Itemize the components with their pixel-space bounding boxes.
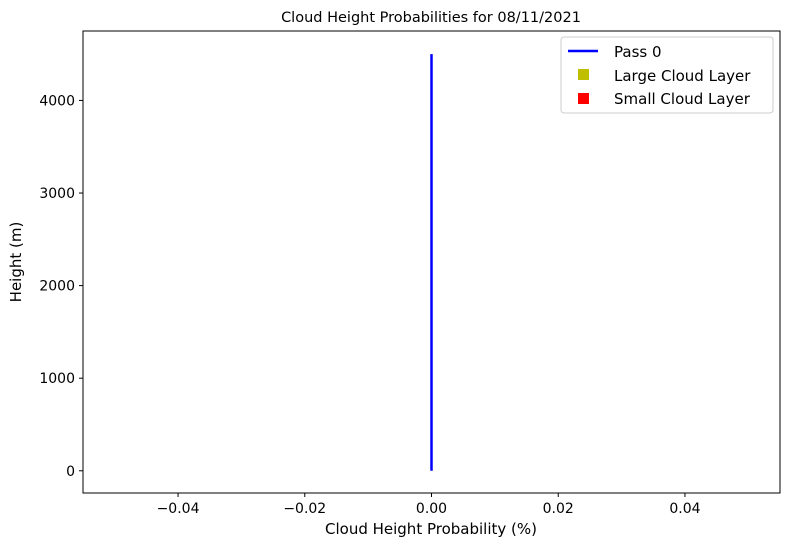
y-tick-label: 0	[66, 464, 75, 480]
chart-title: Cloud Height Probabilities for 08/11/202…	[281, 10, 581, 26]
x-tick-label: 0.00	[416, 501, 447, 517]
x-tick-label: −0.02	[283, 501, 326, 517]
legend-label-large-cloud-layer: Large Cloud Layer	[614, 67, 751, 85]
x-tick-label: 0.02	[543, 501, 574, 517]
x-tick-label: −0.04	[157, 501, 200, 517]
x-tick-label: 0.04	[669, 501, 700, 517]
legend-marker-large-cloud-layer	[578, 69, 589, 80]
legend-box	[560, 36, 774, 114]
y-axis-ticks: 0 1000 2000 3000 4000	[39, 93, 83, 480]
legend-marker-small-cloud-layer	[578, 93, 589, 104]
legend-label-small-cloud-layer: Small Cloud Layer	[614, 90, 751, 108]
y-tick-label: 1000	[39, 371, 75, 387]
legend: Pass 0 Large Cloud Layer Small Cloud Lay…	[560, 36, 774, 114]
x-axis-ticks: −0.04 −0.02 0.00 0.02 0.04	[157, 493, 701, 517]
y-tick-label: 4000	[39, 93, 75, 109]
x-axis-label: Cloud Height Probability (%)	[325, 520, 537, 538]
y-tick-label: 3000	[39, 186, 75, 202]
y-tick-label: 2000	[39, 279, 75, 295]
y-axis-label: Height (m)	[7, 222, 25, 303]
legend-label-pass-0: Pass 0	[614, 43, 662, 61]
